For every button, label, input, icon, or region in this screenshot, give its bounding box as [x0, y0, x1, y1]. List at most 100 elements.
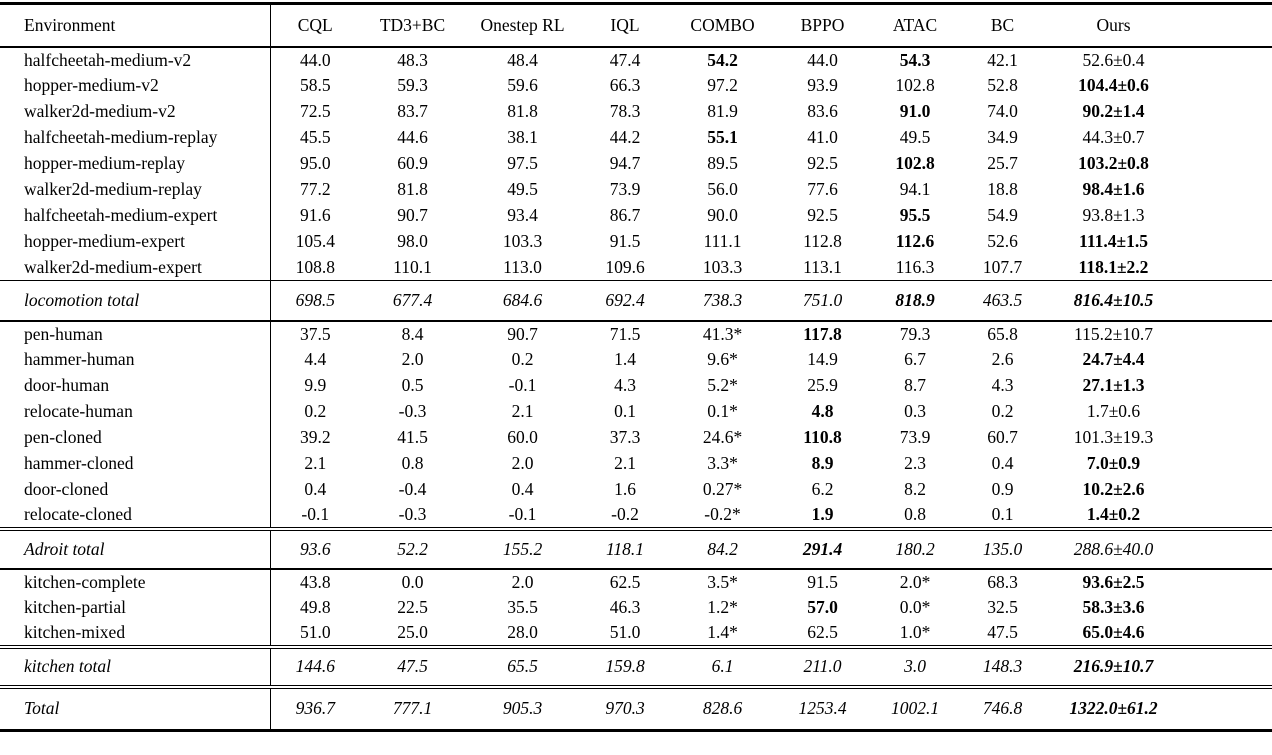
value-cell-atac: 6.7	[904, 349, 926, 369]
value-cell-ours: 816.4±10.5	[1073, 289, 1154, 310]
value-cell-bc: 463.5	[982, 289, 1023, 310]
row-hammer-human: hammer-human 4.4 2.0 0.2 1.4 9.6* 14.9 6.7 2.6 24…	[0, 346, 1272, 373]
value-cell-cql: 51.0	[269, 620, 360, 647]
value-cell-bppo: 291.4	[802, 538, 843, 559]
env-label: door-human	[24, 375, 110, 395]
value-cell-bc: 52.8	[987, 75, 1018, 95]
value-cell-bppo: 117.8	[803, 323, 842, 344]
value-cell-atac: 818.9	[895, 289, 935, 310]
value-cell-ours: 216.9±10.7	[1073, 656, 1154, 676]
value-cell-combo: 81.9	[707, 101, 738, 121]
value-cell-bc: 65.8	[987, 323, 1018, 344]
value-cell-bc: 0.1	[991, 504, 1014, 524]
value-cell-bc: 74.0	[987, 101, 1018, 121]
column-header-environment: Environment	[24, 14, 116, 35]
value-cell-onestep-rl: 93.4	[507, 205, 538, 225]
value-cell-atac: 102.8	[895, 75, 935, 95]
value-cell-onestep-rl: 0.4	[511, 479, 534, 499]
value-cell-combo: -0.2*	[704, 504, 741, 524]
value-cell-bc: 148.3	[982, 656, 1023, 676]
value-cell-iql: 44.2	[609, 127, 641, 147]
env-label: halfcheetah-medium-v2	[24, 49, 192, 70]
value-cell-atac: 102.8	[895, 153, 935, 173]
value-cell-bppo: 1.9	[811, 504, 834, 524]
value-cell-bppo: 8.9	[811, 453, 834, 473]
value-cell-td3-bc: 8.4	[401, 323, 424, 344]
env-label: hammer-human	[24, 349, 135, 369]
value-cell-onestep-rl: 2.0	[511, 453, 534, 473]
value-cell-onestep-rl: 38.1	[507, 127, 538, 147]
value-cell-atac: 79.3	[899, 323, 931, 344]
row-adroit-total: Adroit total 93.6 52.2 155.2 118.1 84.2 291.4 1…	[0, 528, 1272, 569]
value-cell-atac: 1002.1	[890, 698, 940, 719]
value-cell-atac: 8.2	[904, 479, 926, 499]
value-cell-cql: 39.2	[269, 424, 360, 451]
row-kitchen-total: kitchen total 144.6 47.5 65.5 159.8 6.1 211.0 3…	[0, 646, 1272, 687]
column-header-bppo: BPPO	[800, 14, 845, 35]
value-cell-onestep-rl: 48.4	[507, 49, 538, 70]
value-cell-ours: 7.0±0.9	[1086, 453, 1141, 473]
env-label: hopper-medium-expert	[24, 231, 185, 251]
value-cell-ours: 93.8±1.3	[1082, 205, 1145, 225]
value-cell-iql: 1.6	[614, 479, 636, 499]
env-label: walker2d-medium-v2	[24, 101, 176, 121]
value-cell-cql: -0.1	[269, 502, 360, 529]
value-cell-bc: 54.9	[987, 205, 1018, 225]
env-label: kitchen-partial	[24, 597, 127, 617]
env-label: pen-cloned	[24, 427, 102, 447]
value-cell-cql: 698.5	[269, 280, 360, 321]
value-cell-td3-bc: 83.7	[397, 101, 428, 121]
value-cell-td3-bc: -0.3	[398, 504, 427, 524]
value-cell-bc: 107.7	[982, 256, 1023, 277]
value-cell-combo: 9.6*	[707, 349, 738, 369]
value-cell-cql: 108.8	[269, 254, 360, 281]
column-header-td3-bc: TD3+BC	[379, 14, 446, 35]
value-cell-bc: 4.3	[991, 375, 1014, 395]
value-cell-bc: 60.7	[987, 427, 1018, 447]
row-hopper-medium-expert: hopper-medium-expert 105.4 98.0 103.3 91.5 11…	[0, 228, 1272, 255]
value-cell-iql: 91.5	[609, 231, 641, 251]
row-walker2d-medium-replay: walker2d-medium-replay 77.2 81.8 49.5 73.9 56…	[0, 176, 1272, 203]
value-cell-combo: 103.3	[702, 256, 743, 277]
value-cell-cql: 91.6	[269, 202, 360, 229]
value-cell-atac: 8.7	[904, 375, 926, 395]
value-cell-cql: 936.7	[269, 686, 360, 731]
value-cell-onestep-rl: 35.5	[507, 597, 538, 617]
value-cell-bppo: 44.0	[807, 49, 838, 70]
value-cell-bc: 32.5	[987, 597, 1018, 617]
env-label: walker2d-medium-replay	[24, 179, 202, 199]
value-cell-bppo: 92.5	[807, 205, 838, 225]
value-cell-cql: 58.5	[269, 72, 360, 99]
value-cell-cql: 0.2	[269, 398, 360, 425]
value-cell-bc: 0.2	[991, 401, 1014, 421]
value-cell-cql: 37.5	[269, 320, 360, 347]
value-cell-bc: 52.6	[987, 231, 1018, 251]
column-header-onestep-rl: Onestep RL	[480, 14, 565, 35]
value-cell-td3-bc: 677.4	[392, 289, 433, 310]
row-hopper-medium-replay: hopper-medium-replay 95.0 60.9 97.5 94.7 89.5…	[0, 150, 1272, 177]
value-cell-ours: 103.2±0.8	[1078, 153, 1149, 173]
env-label: kitchen-complete	[24, 571, 146, 592]
value-cell-bc: 47.5	[987, 622, 1018, 642]
value-cell-combo: 97.2	[707, 75, 738, 95]
value-cell-atac: 54.3	[899, 49, 931, 70]
value-cell-ours: 44.3±0.7	[1082, 127, 1145, 147]
row-kitchen-complete: kitchen-complete 43.8 0.0 2.0 62.5 3.5* 91.5 2.…	[0, 568, 1272, 595]
value-cell-ours: 65.0±4.6	[1082, 622, 1145, 642]
value-cell-iql: 78.3	[609, 101, 641, 121]
value-cell-ours: 10.2±2.6	[1082, 479, 1145, 499]
value-cell-td3-bc: 52.2	[397, 538, 428, 559]
value-cell-bppo: 110.8	[803, 427, 842, 447]
value-cell-atac: 2.0*	[899, 571, 931, 592]
value-cell-combo: 6.1	[711, 656, 734, 676]
row-hammer-cloned: hammer-cloned 2.1 0.8 2.0 2.1 3.3* 8.9 2.3 0.4 7.…	[0, 450, 1272, 477]
value-cell-cql: 72.5	[269, 98, 360, 125]
value-cell-atac: 73.9	[899, 427, 931, 447]
env-label: walker2d-medium-expert	[24, 256, 202, 277]
value-cell-combo: 1.4*	[707, 622, 738, 642]
value-cell-bppo: 25.9	[807, 375, 838, 395]
value-cell-iql: 2.1	[614, 453, 636, 473]
value-cell-onestep-rl: 103.3	[502, 231, 543, 251]
env-label: relocate-human	[24, 401, 133, 421]
value-cell-onestep-rl: 2.1	[511, 401, 534, 421]
